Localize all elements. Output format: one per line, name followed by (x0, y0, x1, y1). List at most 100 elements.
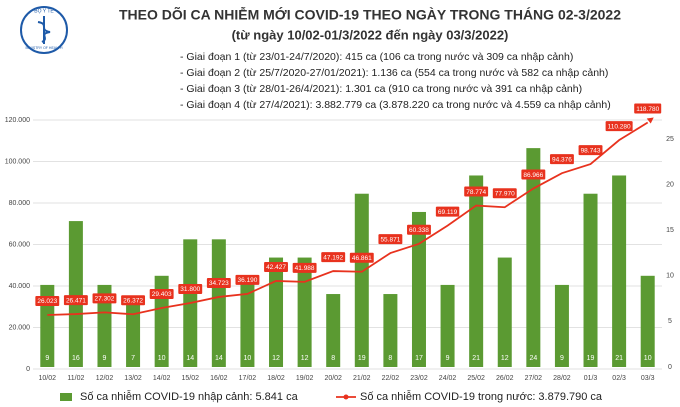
bar-value-label: 9 (560, 355, 564, 362)
value-label-text: 60.338 (409, 227, 429, 234)
y2-tick-label: 10 (666, 273, 674, 280)
bar (297, 257, 312, 367)
value-label: 41.988 (292, 262, 317, 273)
value-label: 29.403 (149, 288, 174, 299)
y2-tick-label: 15 (666, 227, 674, 234)
annotation: - Giai đoạn 2 (từ 25/7/2020-27/01/2021):… (180, 67, 608, 79)
bar-value-label: 19 (587, 355, 595, 362)
line (47, 121, 649, 316)
annotation: - Giai đoạn 4 (từ 27/4/2021): 3.882.779 … (180, 99, 611, 111)
value-label-text: 98.743 (581, 147, 601, 154)
value-label-text: 42.427 (266, 264, 286, 271)
y-tick-label: 100.000 (5, 158, 30, 165)
value-label: 78.774 (464, 186, 489, 197)
bar (440, 284, 455, 367)
x-tick-label: 25/02 (467, 375, 485, 382)
value-label: 86.966 (521, 169, 546, 180)
y-tick-label: 80.000 (9, 200, 31, 207)
value-label-text: 34.723 (209, 280, 229, 287)
bar (68, 221, 83, 367)
bar-value-label: 7 (131, 355, 135, 362)
x-tick-label: 12/02 (96, 375, 114, 382)
chart-title: THEO DÕI CA NHIỄM MỚI COVID-19 THEO NGÀY… (119, 6, 621, 23)
bar-value-label: 12 (301, 355, 309, 362)
x-tick-label: 18/02 (267, 375, 285, 382)
bar (126, 303, 141, 367)
value-label: 77.970 (492, 188, 517, 199)
bar (526, 148, 541, 367)
value-label-text: 41.988 (295, 265, 315, 272)
bar (469, 175, 484, 367)
x-tick-label: 21/02 (353, 375, 371, 382)
x-tick-label: 22/02 (382, 375, 400, 382)
value-label: 42.427 (264, 261, 288, 272)
value-label: 110.280 (605, 121, 633, 132)
bar-value-label: 21 (615, 355, 623, 362)
bar (640, 275, 655, 367)
value-label-text: 26.372 (123, 297, 143, 304)
x-tick-label: 19/02 (296, 375, 314, 382)
y2-tick-label: 25 (666, 136, 674, 143)
bar (383, 294, 398, 367)
value-label-box (378, 234, 403, 245)
y-tick-label: 40.000 (9, 283, 31, 290)
bar-value-label: 10 (158, 355, 166, 362)
bar-value-label: 19 (358, 355, 366, 362)
bar (240, 275, 255, 367)
y-tick-label: 20.000 (9, 324, 31, 331)
x-tick-label: 23/02 (410, 375, 428, 382)
value-label-box (35, 296, 60, 307)
value-label-box (521, 169, 546, 180)
bar-value-label: 16 (72, 355, 80, 362)
bar-value-label: 12 (501, 355, 509, 362)
value-label: 46.861 (349, 252, 374, 263)
value-label: 31.800 (178, 284, 203, 295)
x-tick-label: 20/02 (324, 375, 342, 382)
y2-tick-label: 5 (668, 318, 672, 325)
value-label-text: 77.970 (495, 190, 515, 197)
value-label-text: 36.190 (237, 277, 257, 284)
bar (612, 175, 627, 367)
bar (497, 257, 512, 367)
value-label-box (578, 145, 603, 156)
value-label-box (178, 284, 203, 295)
value-label-box (605, 121, 633, 132)
y-tick-label: 0 (26, 366, 30, 373)
value-label: 55.871 (378, 234, 403, 245)
bar-value-label: 12 (272, 355, 280, 362)
value-label: 34.723 (206, 277, 231, 288)
bar-value-label: 17 (415, 355, 423, 362)
value-label-box (149, 288, 174, 299)
bar (269, 257, 284, 367)
bar-value-label: 10 (644, 355, 652, 362)
bar-value-label: 9 (103, 355, 107, 362)
chart-subtitle: (từ ngày 10/02-01/3/2022 đến ngày 03/3/2… (232, 27, 509, 42)
x-tick-label: 26/02 (496, 375, 514, 382)
bar-value-label: 10 (244, 355, 252, 362)
x-tick-label: 28/02 (553, 375, 571, 382)
value-label-text: 86.966 (523, 172, 543, 179)
legend-swatch (343, 394, 349, 400)
x-tick-label: 15/02 (181, 375, 199, 382)
value-label-box (63, 295, 88, 306)
x-tick-label: 02/3 (612, 375, 626, 382)
logo-text: MINISTRY OF HEALTH (26, 46, 63, 50)
x-tick-label: 13/02 (124, 375, 142, 382)
bar (411, 211, 426, 367)
value-label: 69.119 (435, 206, 460, 217)
value-label-box (92, 293, 117, 304)
value-label-text: 29.403 (152, 291, 172, 298)
value-label-box (206, 277, 231, 288)
value-label-text: 94.376 (552, 156, 572, 163)
logo-icon (37, 16, 51, 44)
value-label-text: 55.871 (380, 236, 400, 243)
value-label: 60.338 (407, 224, 431, 235)
y-tick-label: 120.000 (5, 117, 30, 124)
bar-value-label: 9 (446, 355, 450, 362)
value-label-box (549, 154, 574, 165)
value-label-box (435, 206, 460, 217)
y2-tick-label: 20 (666, 181, 674, 188)
value-label-text: 78.774 (466, 189, 486, 196)
x-tick-label: 03/3 (641, 375, 655, 382)
